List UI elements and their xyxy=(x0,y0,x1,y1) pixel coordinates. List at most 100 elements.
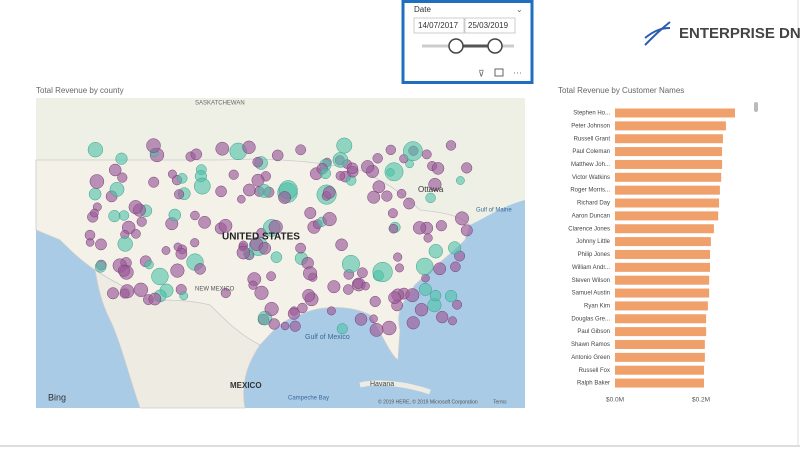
bar xyxy=(615,134,723,144)
map-brand: Bing xyxy=(48,392,66,402)
map-bubble xyxy=(148,176,160,188)
y-tick-label: Russell Grant xyxy=(574,136,611,142)
map-bubble xyxy=(173,242,183,252)
map-label: SASKATCHEWAN xyxy=(195,101,245,107)
bar xyxy=(615,275,710,285)
map-bubble xyxy=(425,192,436,204)
map-bubble xyxy=(461,162,473,174)
more-icon[interactable]: ··· xyxy=(513,67,522,77)
map-bubble xyxy=(174,189,185,200)
map-bubble xyxy=(251,173,265,187)
y-tick-label: Richard Day xyxy=(577,201,610,207)
map-bubble xyxy=(254,285,269,300)
bar-chart: Stephen Ho... Peter Johnson Russell Grant P… xyxy=(568,108,735,404)
map-bubble xyxy=(168,208,182,222)
map-bubble xyxy=(215,141,230,156)
map-bubble xyxy=(266,271,276,282)
map-bubble xyxy=(415,257,434,276)
map-bubble xyxy=(193,177,211,195)
slicer-end: 25/03/2019 xyxy=(468,21,509,30)
map-bubble xyxy=(297,302,308,314)
map-bubble xyxy=(343,284,354,295)
map-bubble xyxy=(448,316,457,326)
map-bubble xyxy=(428,177,442,192)
focus-icon[interactable] xyxy=(494,68,504,77)
map-bubble xyxy=(167,169,177,179)
map-bubble xyxy=(90,208,99,218)
map-bubble xyxy=(268,318,280,330)
map-bubble xyxy=(460,224,473,237)
map-bubble xyxy=(295,242,306,254)
map-bubble xyxy=(326,306,336,316)
y-tick-label: Roger Morris... xyxy=(570,188,610,194)
y-tick-label: Victor Watkins xyxy=(572,175,610,181)
scrollbar[interactable] xyxy=(754,102,758,112)
map-bubble xyxy=(455,211,469,226)
map-label: Gulf of Maine xyxy=(476,208,512,214)
y-tick-label: Philip Jones xyxy=(578,252,610,258)
logo-icon xyxy=(644,21,671,46)
y-tick-label: Clarence Jones xyxy=(568,226,610,232)
slicer-end-box[interactable] xyxy=(464,17,516,34)
slicer-handle[interactable] xyxy=(448,38,464,54)
map-bubble xyxy=(327,280,341,294)
map-label: Ottawa xyxy=(418,185,444,194)
bar xyxy=(615,327,707,337)
map-bubble xyxy=(170,263,185,278)
y-tick-label: Douglas Gre... xyxy=(571,316,610,322)
map-bubble xyxy=(257,184,272,198)
map-bubble xyxy=(89,174,105,189)
map-bubble xyxy=(369,314,378,324)
filter-icon[interactable]: ⊽ xyxy=(478,68,485,78)
map-bubble xyxy=(243,183,256,197)
map-bubble xyxy=(271,149,284,162)
map-bubble xyxy=(264,301,279,317)
map-bubble xyxy=(436,310,449,324)
map-bubble xyxy=(335,238,348,252)
bar xyxy=(615,352,705,362)
bar xyxy=(615,172,722,182)
map-bubble xyxy=(393,252,403,262)
map-bubble xyxy=(431,162,445,175)
map-bubble xyxy=(428,244,443,259)
map-bubble xyxy=(387,208,398,219)
map-bubble xyxy=(450,261,461,273)
map[interactable]: SASKATCHEWAN Ottawa UNITED STATES NEW ME… xyxy=(35,98,525,409)
bar xyxy=(615,314,707,324)
map-bubble xyxy=(396,188,407,199)
bar xyxy=(615,159,723,169)
map-bubble xyxy=(385,144,396,156)
map-bubble xyxy=(268,219,283,235)
y-tick-label: Steven Wilson xyxy=(572,278,610,284)
map-bubble xyxy=(372,153,383,164)
slicer-menu[interactable]: ⌄ xyxy=(516,5,523,14)
slicer-handle[interactable] xyxy=(487,38,503,54)
map-bubble xyxy=(406,316,420,330)
map-bubble xyxy=(94,261,107,273)
map-bubble xyxy=(190,148,203,161)
map-bubble xyxy=(405,288,420,303)
map-bubble xyxy=(433,262,447,276)
map-label: Gulf of Mexico xyxy=(305,334,350,341)
x-tick-label: $0.0M xyxy=(606,397,624,404)
map-bubble xyxy=(87,142,104,158)
map-bubble xyxy=(215,185,227,198)
map-bubble xyxy=(248,280,258,290)
slicer-start-box[interactable] xyxy=(413,17,465,34)
map-bubble xyxy=(194,263,206,275)
map-bubble xyxy=(128,200,143,215)
map-bubble xyxy=(236,245,251,260)
map-terms[interactable]: Terms xyxy=(493,399,507,405)
logo-text: ENTERPRISE DNA xyxy=(679,25,800,42)
map-bubble xyxy=(372,261,393,283)
map-bubble xyxy=(88,187,102,201)
map-bubble xyxy=(115,152,128,165)
map-label: Havana xyxy=(370,381,394,388)
map-bubble xyxy=(346,162,359,175)
bar xyxy=(615,365,705,375)
bar xyxy=(615,288,710,298)
date-slicer[interactable]: Date ⌄ 14/07/2017 25/03/2019 ⊽ ··· xyxy=(401,0,534,84)
map-bubble xyxy=(289,320,301,332)
map-bubble xyxy=(452,299,463,310)
logo: ENTERPRISE DNA xyxy=(644,21,800,46)
